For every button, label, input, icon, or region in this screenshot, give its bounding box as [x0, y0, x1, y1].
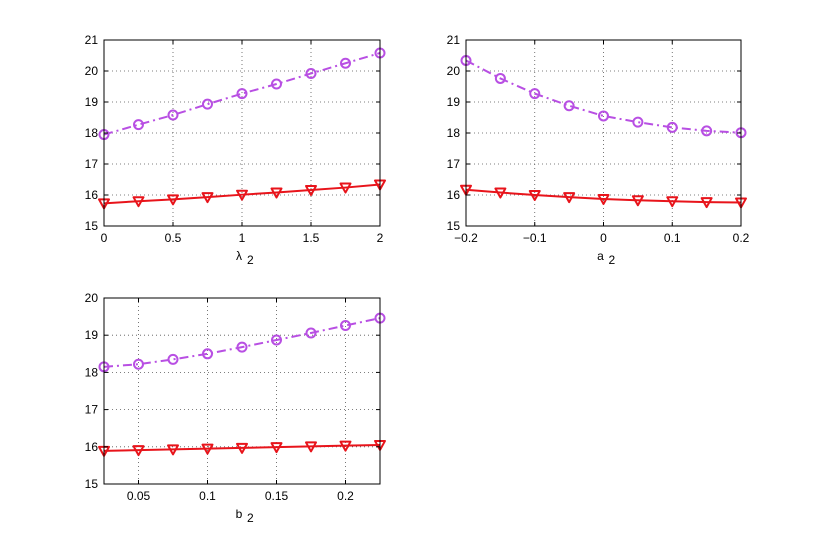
x-axis-label-subscript: 2: [247, 253, 254, 267]
triangle-marker: [305, 441, 317, 453]
circle-marker: [202, 98, 213, 110]
circle-marker: [133, 358, 144, 370]
series-line-1: [103, 317, 381, 368]
circle-marker: [305, 327, 317, 339]
chart-panel-3: 0.05 0.1 0.15 0.2 15 16 17 18 19 20 b 2: [85, 291, 386, 525]
circle-marker: [340, 57, 351, 69]
circle-marker: [701, 125, 713, 137]
circle-marker: [529, 88, 541, 100]
y-tick-label: 19: [85, 95, 99, 109]
y-tick-label: 18: [85, 126, 99, 140]
circle-marker: [167, 353, 179, 365]
circle-marker: [133, 119, 144, 131]
y-tick-label: 19: [447, 95, 461, 109]
circle-marker: [305, 67, 317, 79]
triangle-marker: [597, 194, 610, 206]
x-axis-label-subscript: 2: [247, 511, 254, 525]
triangle-marker: [236, 442, 248, 454]
triangle-marker: [132, 196, 145, 208]
x-tick-label: 1.5: [303, 231, 320, 245]
circle-marker: [494, 72, 506, 84]
triangle-marker: [270, 187, 283, 199]
y-tick-label: 20: [447, 64, 461, 78]
series-line-2: [103, 443, 381, 452]
y-tick-label: 15: [447, 219, 461, 233]
y-tick-label: 21: [85, 33, 99, 47]
triangle-marker: [305, 185, 317, 197]
x-axis-label: a: [597, 249, 604, 263]
series-line-2: [103, 183, 381, 205]
circle-marker: [202, 348, 213, 360]
y-tick-label: 20: [85, 291, 99, 305]
y-tick-label: 16: [85, 440, 99, 454]
x-tick-label: 0.1: [199, 489, 216, 503]
x-axis-label: b: [236, 507, 243, 521]
y-tick-label: 21: [447, 33, 461, 47]
circle-marker: [340, 320, 351, 332]
circle-marker: [236, 88, 248, 100]
circle-marker: [666, 121, 678, 133]
circle-marker: [236, 341, 248, 353]
y-tick-label: 19: [85, 328, 99, 342]
circle-marker: [167, 109, 179, 121]
triangle-marker: [494, 187, 507, 199]
circle-marker: [563, 100, 575, 112]
y-tick-label: 15: [85, 477, 99, 491]
x-axis-label-subscript: 2: [609, 253, 616, 267]
x-axis-label: λ: [236, 249, 242, 263]
x-tick-label: 0.5: [165, 231, 182, 245]
circle-marker: [271, 78, 282, 90]
chart-panel-2: −0.2 −0.1 0 0.1 0.2 15 16 17 18 19 20 21 a 2: [447, 33, 750, 267]
x-tick-label: 1: [239, 231, 246, 245]
x-tick-label: 0.2: [337, 489, 354, 503]
y-tick-label: 15: [85, 219, 99, 233]
series-line-1: [103, 52, 381, 136]
circle-marker: [598, 110, 609, 122]
triangle-marker: [132, 445, 145, 457]
triangle-marker: [339, 440, 352, 452]
x-tick-label: 2: [377, 231, 384, 245]
triangle-marker: [666, 196, 679, 208]
triangle-marker: [563, 192, 576, 204]
triangle-marker: [270, 442, 283, 454]
triangle-marker: [201, 192, 214, 204]
triangle-marker: [700, 197, 713, 209]
triangle-marker: [201, 443, 214, 455]
y-tick-label: 17: [85, 157, 99, 171]
y-tick-label: 18: [85, 365, 99, 379]
triangle-marker: [236, 189, 248, 201]
triangle-marker: [528, 190, 541, 201]
y-tick-label: 16: [447, 188, 461, 202]
series-line-1: [465, 59, 742, 134]
triangle-marker: [339, 182, 352, 194]
x-tick-label: −0.1: [523, 231, 547, 245]
series-line-2: [465, 188, 742, 204]
x-tick-label: 0.2: [733, 231, 750, 245]
circle-marker: [632, 116, 644, 128]
x-tick-label: 0.1: [664, 231, 681, 245]
triangle-marker: [167, 444, 179, 456]
y-tick-label: 20: [85, 64, 99, 78]
y-tick-label: 17: [85, 403, 99, 417]
x-tick-label: 0.05: [127, 489, 151, 503]
y-tick-label: 17: [447, 157, 461, 171]
triangle-marker: [167, 194, 179, 206]
plot-frame: [103, 297, 381, 485]
triangle-marker: [631, 195, 644, 207]
circle-marker: [271, 334, 282, 346]
x-tick-label: 0.15: [265, 489, 289, 503]
x-tick-label: 0: [101, 231, 108, 245]
y-tick-label: 16: [85, 188, 99, 202]
x-tick-label: 0: [600, 231, 607, 245]
y-tick-label: 18: [447, 126, 461, 140]
x-tick-label: −0.2: [454, 231, 478, 245]
